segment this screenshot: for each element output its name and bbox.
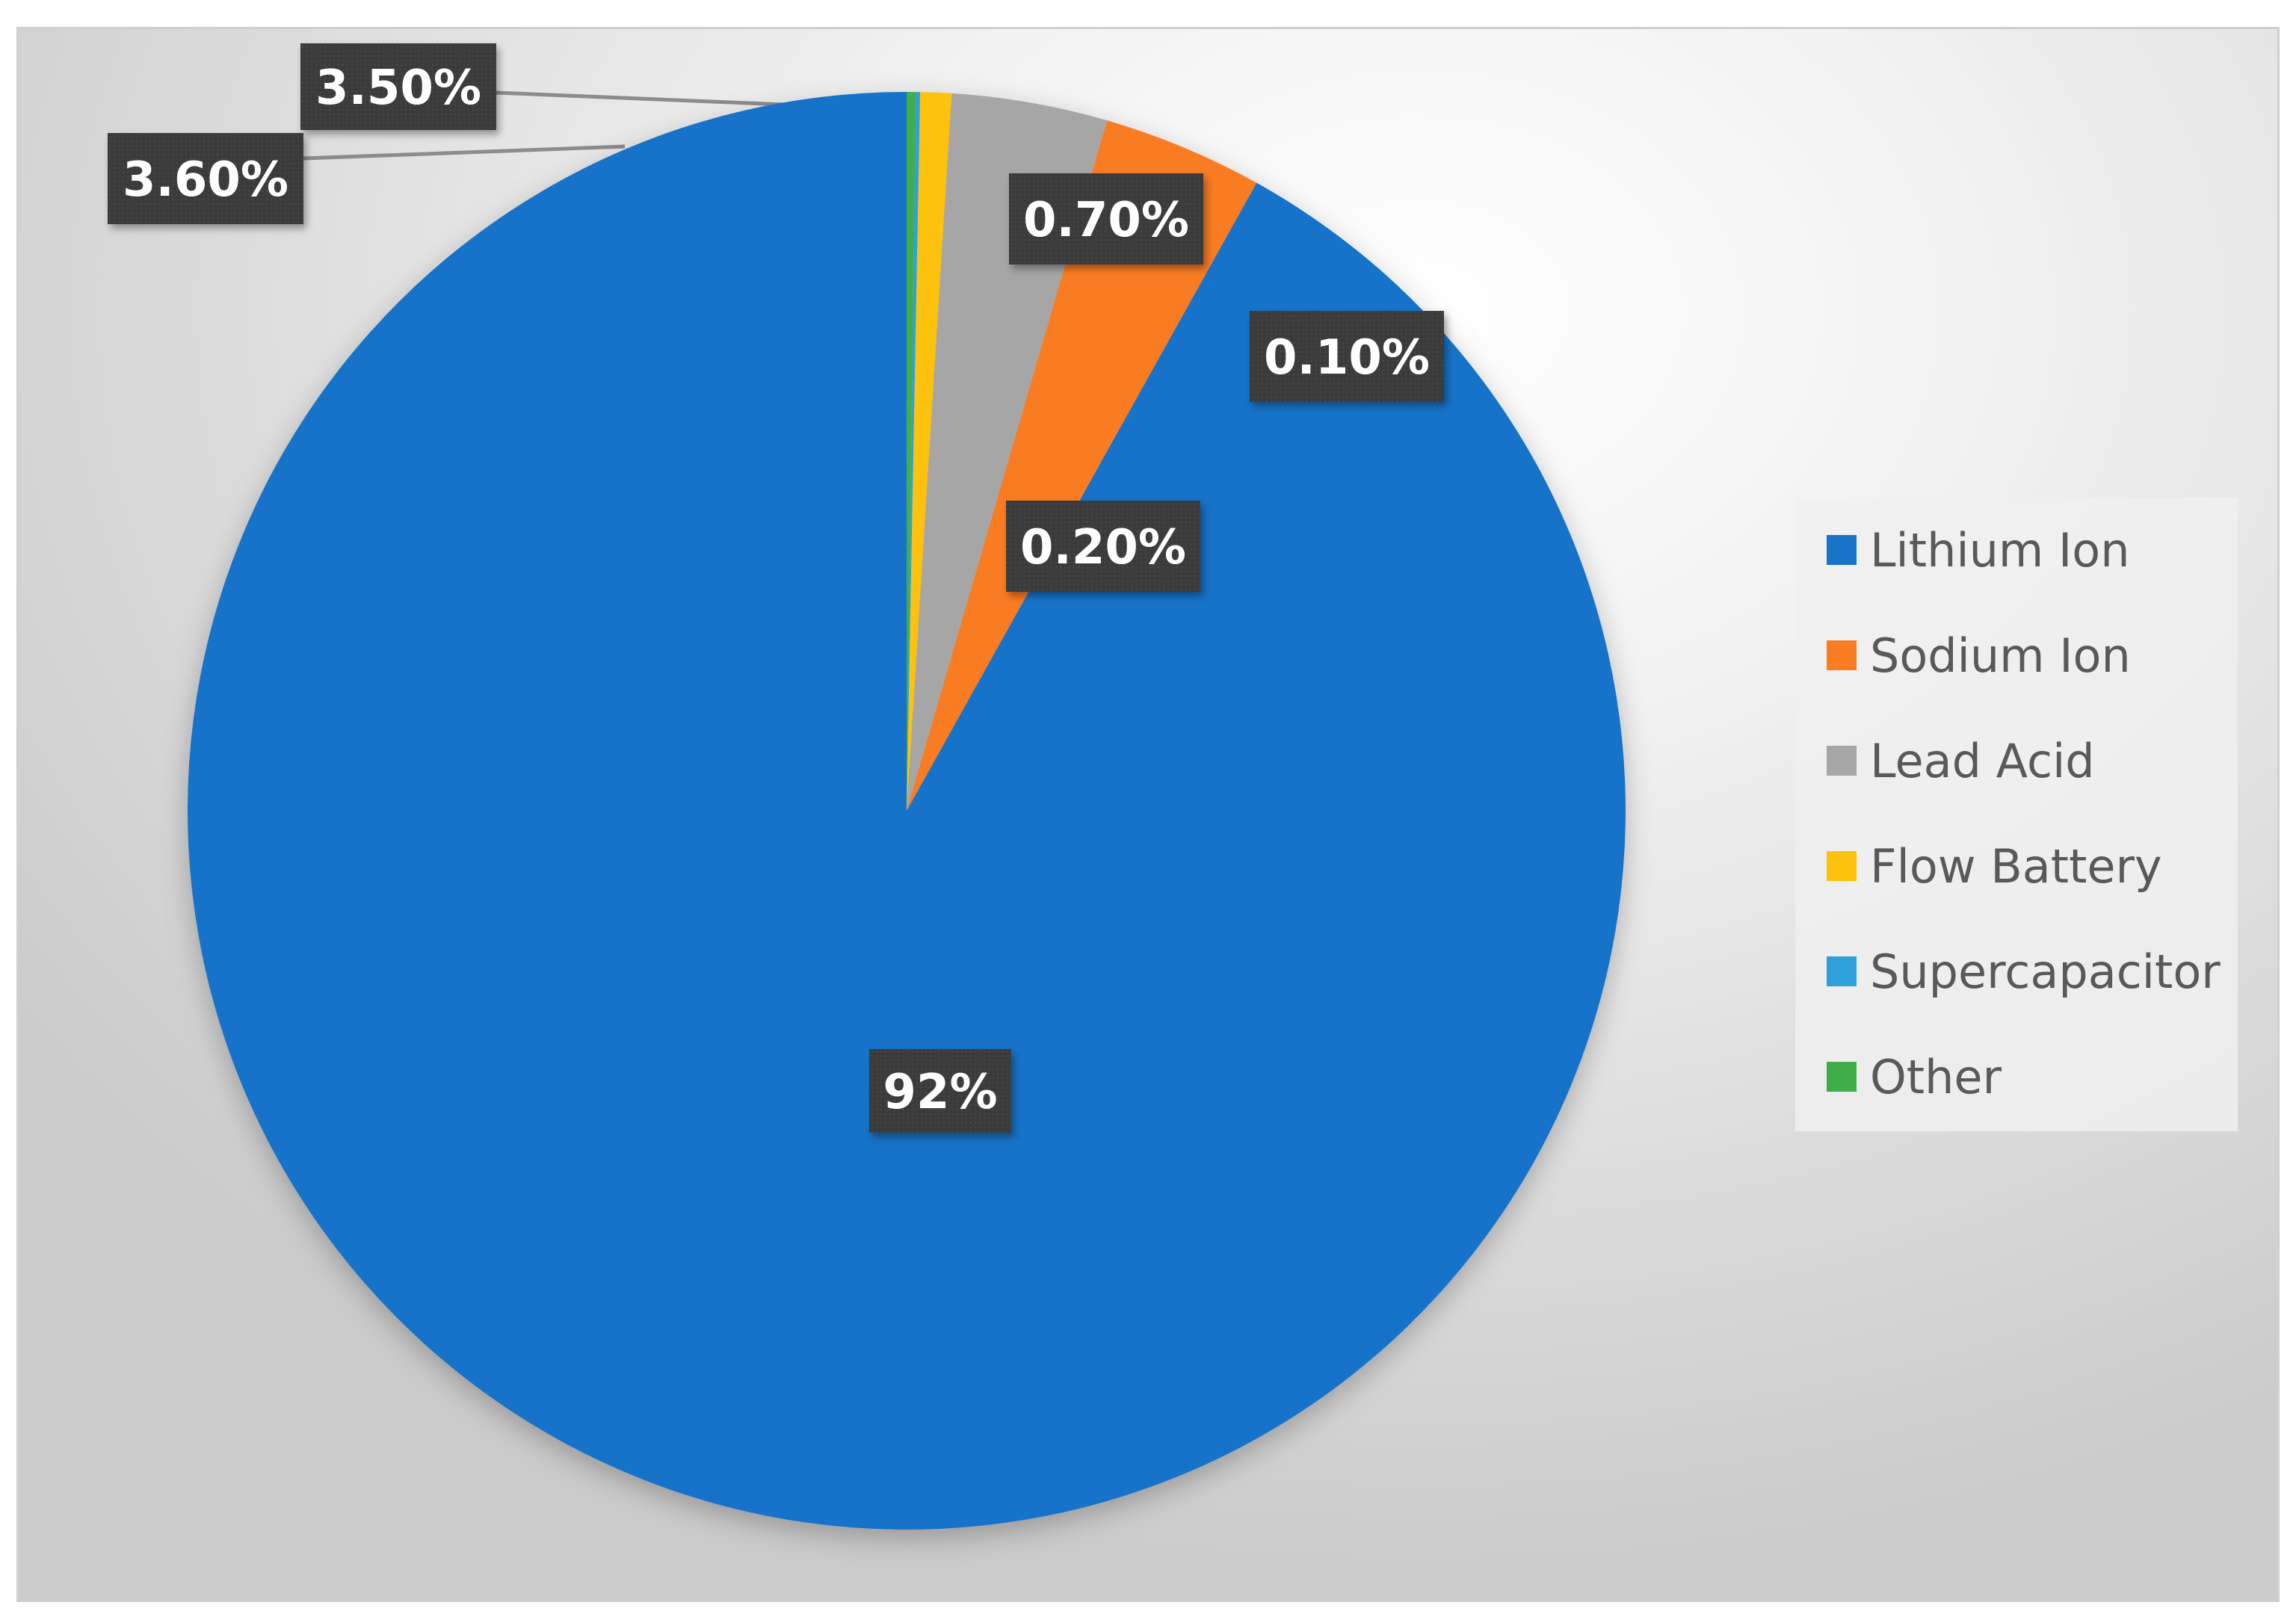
legend: Lithium Ion Sodium Ion Lead Acid Flow Batte… xyxy=(1795,498,2238,1131)
slice-lithium-ion xyxy=(188,92,1626,1530)
leader-line-lead-acid xyxy=(496,90,786,107)
slice-lead-acid xyxy=(907,93,1108,811)
legend-swatch-flow-battery xyxy=(1827,851,1857,881)
legend-label-supercapacitor: Supercapacitor xyxy=(1870,945,2221,999)
data-label-other: 0.20% xyxy=(1020,520,1186,575)
legend-label-lithium-ion: Lithium Ion xyxy=(1870,523,2130,578)
data-label-box-flow-battery xyxy=(1009,173,1203,265)
leader-line-sodium-ion xyxy=(303,144,626,161)
data-label-supercapacitor: 0.10% xyxy=(1264,330,1430,386)
legend-swatch-lead-acid xyxy=(1827,746,1857,776)
data-label-box-lead-acid xyxy=(300,43,496,130)
pie-slices xyxy=(188,92,1626,1530)
data-label-lithium-ion: 92% xyxy=(883,1065,997,1120)
legend-label-other: Other xyxy=(1870,1050,2002,1104)
data-label-box-other xyxy=(1006,501,1200,592)
data-label-lead-acid: 3.50% xyxy=(315,61,481,116)
slice-sodium-ion xyxy=(907,120,1257,811)
slice-supercapacitor xyxy=(907,92,921,811)
legend-label-lead-acid: Lead Acid xyxy=(1870,734,2095,788)
legend-box xyxy=(1795,498,2238,1131)
legend-label-flow-battery: Flow Battery xyxy=(1870,839,2162,894)
slice-other xyxy=(907,92,916,811)
data-label-box-sodium-ion xyxy=(108,133,303,224)
legend-swatch-other xyxy=(1827,1062,1857,1092)
legend-swatch-sodium-ion xyxy=(1827,640,1857,670)
legend-label-sodium-ion: Sodium Ion xyxy=(1870,628,2131,683)
legend-swatch-supercapacitor xyxy=(1827,956,1857,986)
slice-flow-battery xyxy=(907,92,952,811)
data-label-sodium-ion: 3.60% xyxy=(123,152,288,208)
legend-swatch-lithium-ion xyxy=(1827,535,1857,565)
data-label-box-lithium-ion xyxy=(869,1049,1011,1133)
data-labels: 92% 3.60% 3.50% 0.70% 0.10% 0.20% xyxy=(108,43,1444,1133)
data-label-box-supercapacitor xyxy=(1250,311,1444,402)
data-label-flow-battery: 0.70% xyxy=(1023,193,1189,248)
